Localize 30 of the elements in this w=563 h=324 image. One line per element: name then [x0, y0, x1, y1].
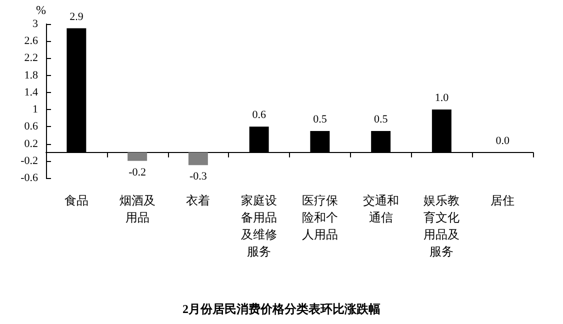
y-tick-label: 0.2	[24, 138, 38, 150]
y-tick-label: 1	[32, 104, 38, 116]
x-tick-label: 衣着	[186, 194, 210, 208]
y-tick-label: -0.6	[20, 172, 38, 184]
bar	[188, 152, 208, 166]
x-tick-label: 医疗保险和个人用品	[302, 194, 338, 242]
y-axis-title: %	[36, 3, 46, 17]
y-tick-label: 1.4	[24, 86, 38, 98]
x-tick-label: 烟酒及用品	[119, 194, 156, 224]
data-label: 0.5	[374, 113, 388, 126]
x-tick-label: 交通和通信	[362, 194, 399, 224]
data-label: 0.6	[252, 109, 266, 122]
data-label: -0.3	[189, 170, 208, 183]
y-tick-label: -0.2	[20, 154, 38, 167]
data-label: 2.9	[70, 10, 84, 23]
x-tick-label: 娱乐教育文化用品及服务	[424, 194, 460, 258]
y-tick-label: 3	[32, 18, 38, 30]
text: 2月份居民消费价格分类表环比涨跌幅	[182, 302, 380, 316]
bar	[128, 152, 148, 161]
data-label: -0.2	[128, 166, 146, 178]
x-tick-label: 家庭设备用品及维修服务	[241, 194, 278, 258]
data-label: 0.0	[496, 134, 510, 147]
y-tick-label: 0.6	[24, 120, 38, 133]
data-label: 0.5	[313, 113, 328, 126]
x-tick-label: 食品	[64, 194, 88, 208]
x-tick-label: 居住	[490, 194, 515, 208]
y-tick-label: 2.6	[24, 35, 38, 48]
y-tick-label: 2.2	[24, 52, 38, 64]
data-label: 1.0	[434, 92, 450, 104]
y-tick-label: 1.8	[24, 69, 38, 82]
